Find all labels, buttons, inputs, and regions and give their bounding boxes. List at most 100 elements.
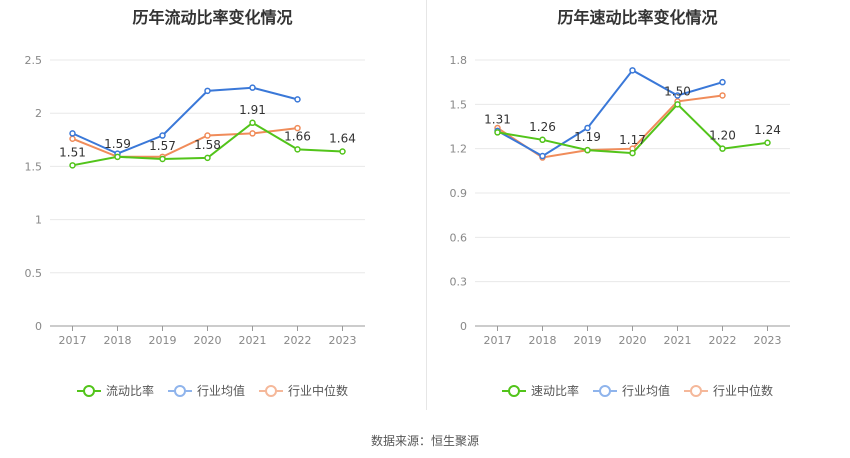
current-ratio-chart: 0 0.5 1 1.5 2 2.5 2017 2018 2019 2020 2021 2022 2023… — [25, 54, 365, 347]
legend-item-industry-median[interactable]: 行业中位数 — [684, 382, 773, 399]
legend-label: 行业中位数 — [713, 384, 774, 398]
y-tick-label: 0 — [35, 320, 42, 333]
legend-item-industry-mean[interactable]: 行业均值 — [167, 382, 245, 399]
data-point — [719, 145, 726, 152]
quick-ratio-chart: 0 0.3 0.6 0.9 1.2 1.5 1.8 2017 2018 2019 2020 2021 2… — [450, 54, 790, 347]
chart-title: 历年流动比率变化情况 — [132, 8, 293, 27]
x-tick-label: 2020 — [194, 334, 222, 347]
y-tick-label: 1.5 — [450, 98, 468, 111]
x-tick-label: 2018 — [104, 334, 132, 347]
data-point — [584, 124, 591, 132]
y-tick-label: 0.3 — [450, 276, 468, 289]
chart-legend: 速动比率 行业均值 行业中位数 — [425, 382, 850, 399]
series-line — [497, 69, 723, 158]
series-line — [72, 127, 298, 158]
data-point — [584, 146, 591, 154]
legend-item-industry-median[interactable]: 行业中位数 — [259, 382, 348, 399]
legend-marker-icon — [167, 384, 192, 398]
data-point — [294, 124, 301, 132]
panel-divider — [426, 0, 427, 410]
data-label: 1.57 — [149, 139, 176, 153]
data-point — [494, 129, 501, 136]
legend-item-quick-ratio[interactable]: 速动比率 — [501, 382, 579, 399]
data-point — [339, 148, 346, 155]
data-point — [114, 153, 121, 161]
data-point — [69, 162, 76, 169]
x-tick-label: 2022 — [284, 334, 312, 347]
x-tick-label: 2018 — [529, 334, 557, 347]
quick-ratio-chart-panel: 历年速动比率变化情况 0 0.3 0.6 0.9 1.2 1.5 1.8 2017 2018 20… — [425, 0, 850, 410]
data-label: 1.20 — [709, 129, 736, 143]
y-tick-label: 1.2 — [450, 143, 468, 156]
legend-item-industry-mean[interactable]: 行业均值 — [592, 382, 670, 399]
data-point — [204, 154, 211, 162]
legend-label: 行业均值 — [621, 384, 670, 398]
chart-title: 历年速动比率变化情况 — [557, 8, 718, 27]
x-tick-label: 2023 — [754, 334, 782, 347]
current-ratio-chart-panel: 历年流动比率变化情况 0 0.5 1 1.5 2 2.5 2017 2018 2019 2020 2… — [0, 0, 425, 410]
data-point — [764, 139, 771, 147]
chart-legend: 流动比率 行业均值 行业中位数 — [0, 382, 425, 399]
data-point — [539, 152, 546, 160]
data-point — [629, 67, 636, 74]
legend-label: 流动比率 — [105, 384, 154, 398]
y-tick-label: 1 — [35, 214, 42, 227]
data-label: 1.19 — [574, 130, 601, 144]
data-point — [539, 136, 546, 144]
data-point — [159, 155, 166, 163]
x-tick-label: 2021 — [664, 334, 692, 347]
data-point — [294, 96, 301, 103]
legend-item-current-ratio[interactable]: 流动比率 — [76, 382, 154, 399]
data-point — [204, 132, 211, 139]
data-label: 1.24 — [754, 123, 781, 137]
data-point — [674, 101, 681, 108]
data-point — [69, 130, 76, 137]
legend-marker-icon — [76, 384, 101, 398]
data-label: 1.64 — [329, 132, 356, 146]
y-tick-label: 2.5 — [25, 54, 43, 67]
data-point — [249, 130, 256, 137]
data-source-note: 数据来源：恒生聚源 — [370, 434, 479, 448]
y-tick-label: 0.5 — [25, 267, 43, 280]
y-tick-label: 0.9 — [450, 187, 468, 200]
y-tick-label: 0.6 — [450, 231, 468, 244]
series-line — [72, 86, 298, 155]
legend-marker-icon — [592, 384, 617, 398]
data-point — [249, 84, 256, 91]
x-tick-label: 2020 — [619, 334, 647, 347]
data-point — [629, 149, 636, 157]
data-point — [249, 119, 256, 127]
legend-marker-icon — [259, 384, 283, 398]
data-point — [674, 92, 681, 99]
data-point — [294, 146, 301, 153]
data-label: 1.17 — [619, 133, 646, 147]
x-tick-label: 2017 — [484, 334, 512, 347]
data-label: 1.31 — [484, 112, 511, 126]
data-point — [719, 78, 726, 86]
y-tick-label: 2 — [35, 107, 42, 120]
x-tick-label: 2022 — [709, 334, 737, 347]
data-point — [719, 92, 726, 99]
data-label: 1.91 — [239, 103, 266, 117]
legend-label: 行业均值 — [196, 384, 245, 398]
y-tick-label: 1.5 — [25, 160, 43, 173]
data-label: 1.66 — [284, 129, 311, 143]
legend-label: 行业中位数 — [288, 384, 349, 398]
x-tick-label: 2019 — [149, 334, 177, 347]
data-label: 1.50 — [664, 84, 691, 98]
x-tick-label: 2023 — [329, 334, 357, 347]
x-tick-label: 2019 — [574, 334, 602, 347]
legend-marker-icon — [684, 384, 708, 398]
data-label: 1.51 — [59, 145, 86, 159]
data-label: 1.58 — [194, 138, 221, 152]
x-tick-label: 2017 — [59, 334, 87, 347]
y-tick-label: 1.8 — [450, 54, 468, 67]
x-tick-label: 2021 — [239, 334, 267, 347]
data-point — [69, 135, 76, 142]
y-tick-label: 0 — [460, 320, 467, 333]
data-point — [159, 132, 166, 139]
legend-marker-icon — [501, 384, 526, 398]
data-label: 1.59 — [104, 137, 131, 151]
legend-label: 速动比率 — [530, 384, 579, 398]
data-label: 1.26 — [529, 120, 556, 134]
